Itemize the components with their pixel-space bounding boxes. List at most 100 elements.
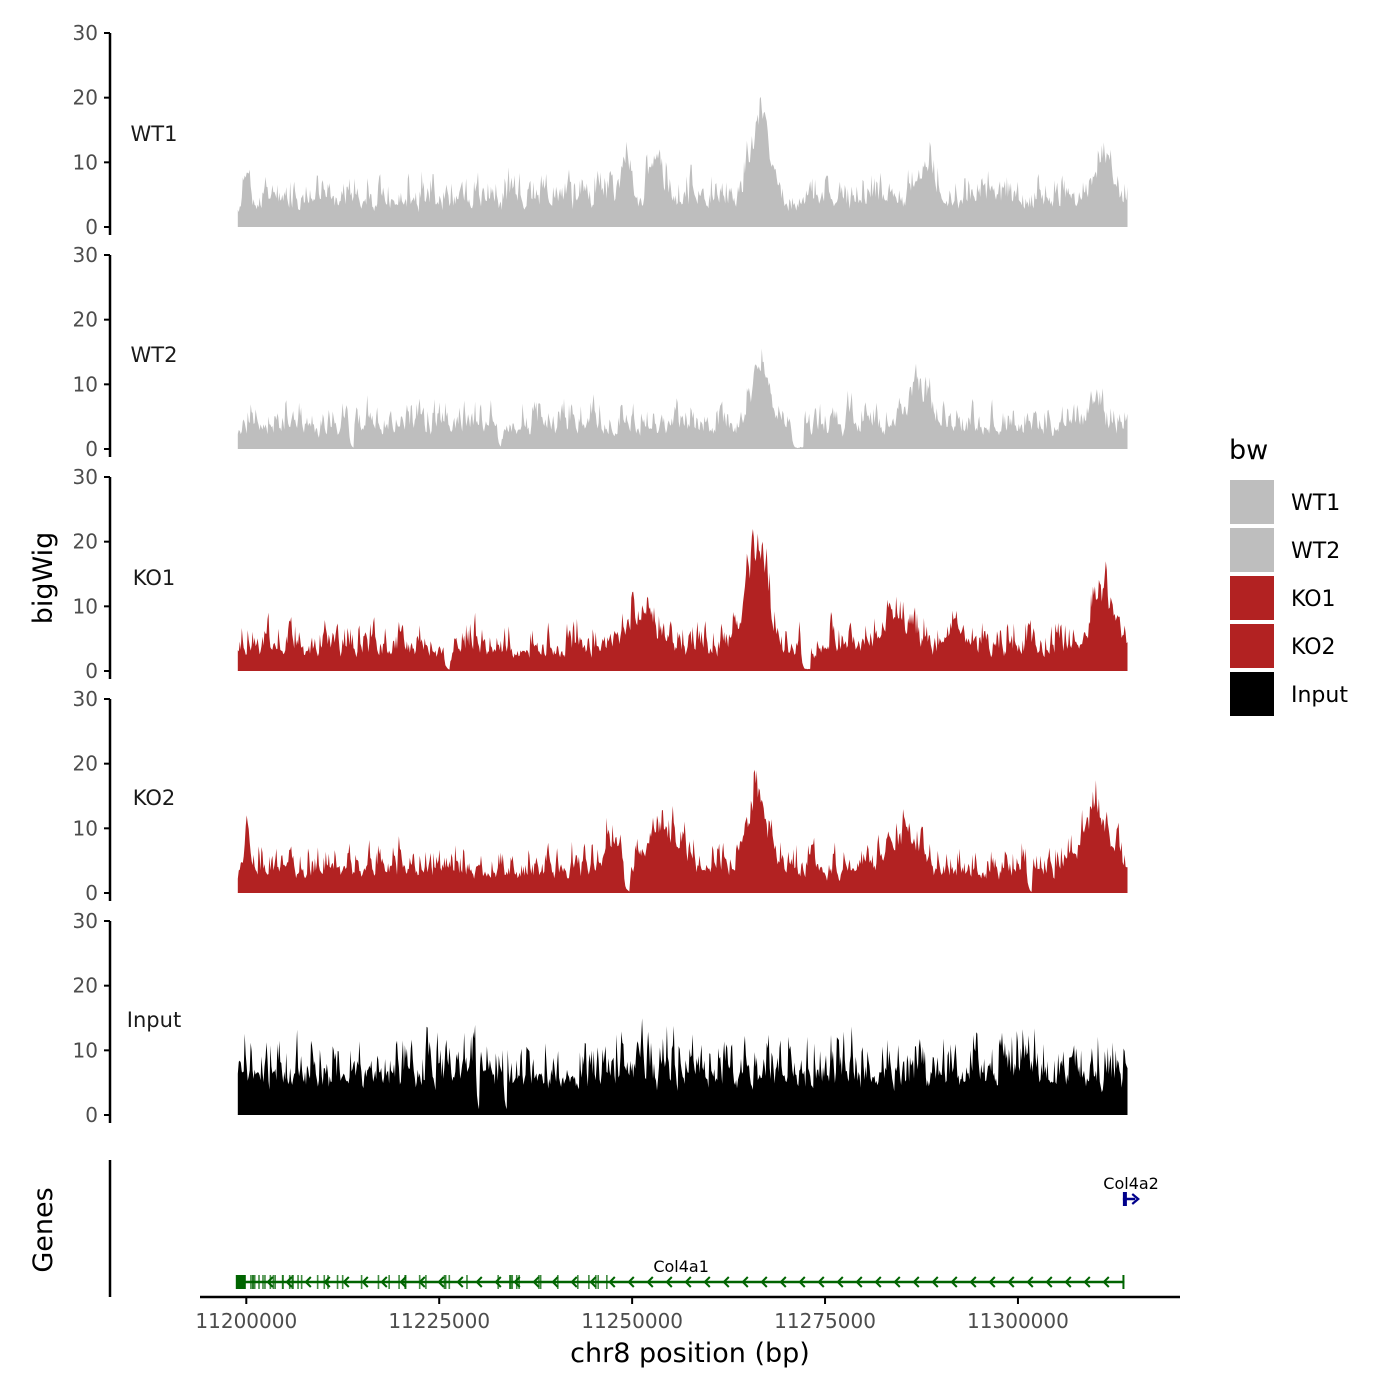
gene-exon [518,1275,520,1289]
track-label-ko1: KO1 [133,566,176,590]
gene-exon [425,1275,427,1289]
legend-label-ko1: KO1 [1291,587,1336,612]
gene-exon [327,1275,329,1289]
track-label-wt1: WT1 [131,122,178,146]
strand-arrow [608,1276,616,1288]
strand-arrow [817,1276,825,1288]
coverage-area-wt2 [237,348,1128,449]
gene-exon [577,1275,579,1289]
genes-axis-title: Genes [28,1187,59,1272]
strand-arrow [988,1276,996,1288]
y-tick-label: 0 [85,215,98,239]
gene-exon [538,1275,540,1289]
gene-exon [292,1275,294,1289]
x-tick-label: 11225000 [388,1309,490,1333]
strand-arrow [722,1276,730,1288]
gene-exon [557,1275,559,1289]
gene-exon [297,1275,299,1289]
strand-arrow [836,1276,844,1288]
gene-exon [443,1275,446,1289]
coverage-area-wt1 [237,96,1128,227]
strand-arrow [665,1276,673,1288]
strand-arrow [1083,1276,1091,1288]
gene-exon [444,1275,447,1289]
strand-arrow [760,1276,768,1288]
legend-key-wt2 [1230,528,1274,572]
strand-arrow [1131,1193,1140,1205]
gene-exon [509,1275,512,1289]
gene-exon [251,1275,254,1289]
y-tick-label: 20 [73,308,98,332]
legend-label-input: Input [1291,683,1348,708]
strand-arrow [399,1276,407,1288]
strand-arrow [893,1276,901,1288]
gene-exon [272,1275,275,1289]
strand-arrow [304,1276,312,1288]
gene-exon [269,1275,272,1289]
strand-arrow [342,1276,350,1288]
coverage-area-ko2 [237,769,1128,893]
strand-arrow [1045,1276,1053,1288]
gene-label-col4a1: Col4a1 [653,1257,709,1276]
y-tick-label: 0 [85,881,98,905]
gene-exon [588,1275,590,1289]
strand-arrow [266,1276,274,1288]
strand-arrow [380,1276,388,1288]
strand-arrow [589,1276,597,1288]
y-tick-label: 0 [85,437,98,461]
x-tick-label: 11250000 [581,1309,683,1333]
y-tick-label: 0 [85,659,98,683]
legend-label-ko2: KO2 [1291,635,1336,660]
track-label-input: Input [127,1008,181,1032]
strand-arrow [361,1276,369,1288]
y-tick-label: 10 [73,372,98,396]
strand-arrow [1007,1276,1015,1288]
strand-arrow [418,1276,426,1288]
y-tick-label: 10 [73,150,98,174]
strand-arrow [475,1276,483,1288]
gene-exon [281,1275,284,1289]
y-tick-label: 30 [73,687,98,711]
gene-exon [511,1275,514,1289]
gene-exon [606,1275,608,1289]
gene-label-col4a2: Col4a2 [1103,1174,1159,1193]
gene-exon [258,1275,260,1289]
strand-arrow [798,1276,806,1288]
legend-key-ko1 [1230,576,1274,620]
legend-title: bw [1229,435,1268,466]
y-tick-label: 30 [73,909,98,933]
legend-key-ko2 [1230,624,1274,668]
gene-exon [264,1275,266,1289]
strand-arrow [874,1276,882,1288]
legend-key-wt1 [1230,480,1274,524]
gene-exon [388,1275,390,1289]
strand-arrow [494,1276,502,1288]
legend-label-wt1: WT1 [1291,491,1340,516]
gene-exon [262,1275,264,1289]
gene-exon [497,1275,499,1289]
gene-exon [253,1275,256,1289]
legend-label-wt2: WT2 [1291,539,1340,564]
legend-key-input [1230,672,1274,716]
gene-exon [316,1275,319,1289]
y-tick-label: 10 [73,816,98,840]
x-tick-label: 11275000 [774,1309,876,1333]
x-tick-label: 11300000 [967,1309,1069,1333]
strand-arrow [741,1276,749,1288]
gene-exon [235,1275,246,1289]
strand-arrow [627,1276,635,1288]
y-tick-label: 10 [73,1038,98,1062]
strand-arrow [855,1276,863,1288]
y-tick-label: 20 [73,530,98,554]
gene-exon [398,1275,400,1289]
y-axis-title: bigWig [28,532,59,625]
strand-arrow [570,1276,578,1288]
legend: bw WT1 WT2 KO1 KO2 Input [1229,435,1348,716]
strand-arrow [646,1276,654,1288]
gene-exon [291,1275,294,1289]
strand-arrow [931,1276,939,1288]
strand-arrow [703,1276,711,1288]
y-tick-label: 30 [73,465,98,489]
strand-arrow [437,1276,445,1288]
